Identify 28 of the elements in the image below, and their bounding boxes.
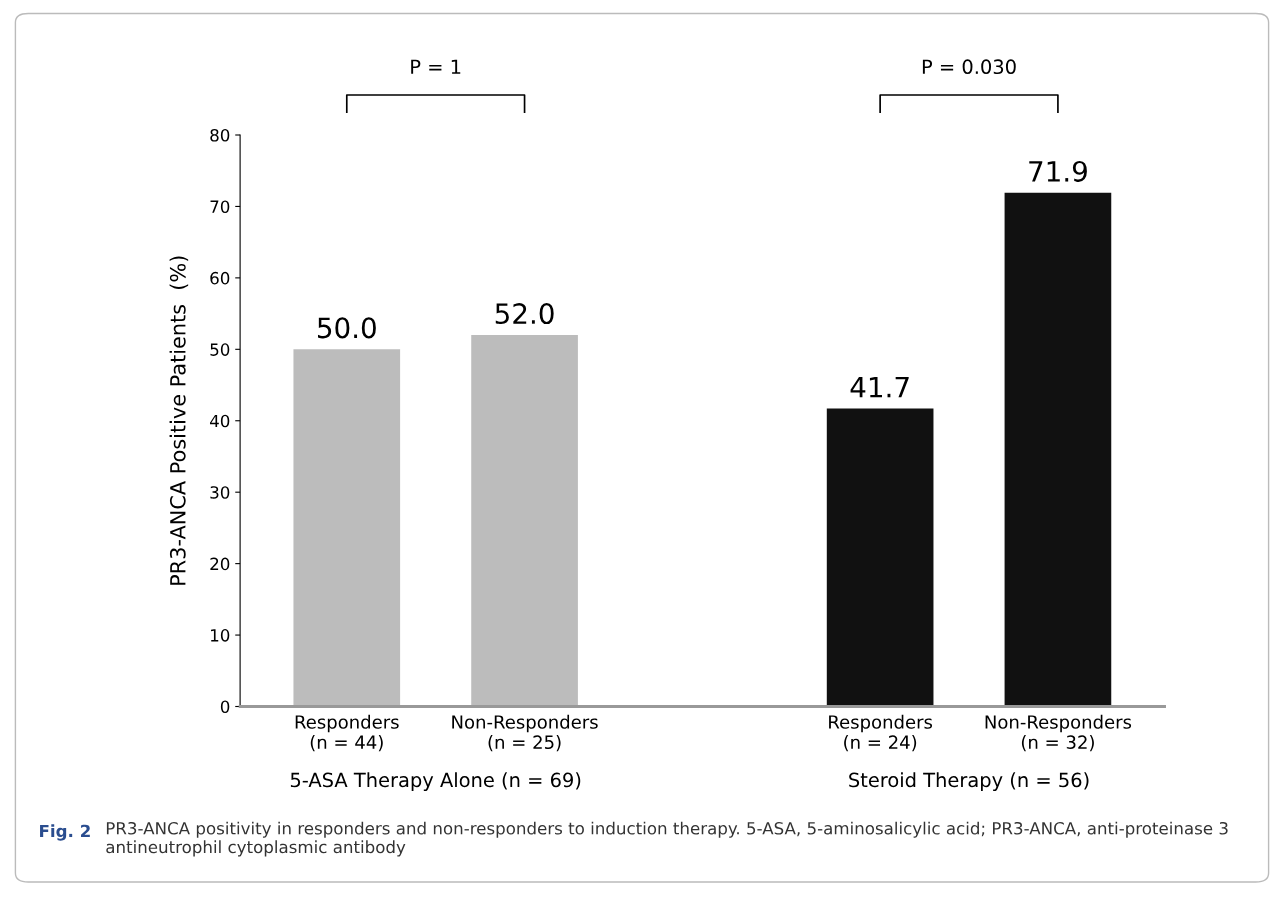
y-tick-label: 40 xyxy=(209,414,230,428)
y-axis-title: PR3-ANCA Positive Patients (%) xyxy=(169,256,189,585)
bar xyxy=(293,349,401,707)
text: P = 1 xyxy=(411,59,461,74)
data-label: 71.9 xyxy=(1029,160,1087,182)
caption: Fig. 2 xyxy=(40,824,90,841)
y-tick-label: 50 xyxy=(210,343,230,356)
y-tick-label: 60 xyxy=(210,271,230,285)
y-tick-label: 30 xyxy=(210,486,230,499)
y-tick-label: 70 xyxy=(210,200,230,214)
x-tick-label: Responders (n = 24) xyxy=(829,714,933,752)
data-label: 41.7 xyxy=(850,377,909,398)
x-tick-label: Non-Responders (n = 25) xyxy=(452,714,598,752)
text: 5-ASA Therapy Alone (n = 69) xyxy=(290,772,581,792)
text: P = 0.030 xyxy=(922,59,1016,75)
x-tick-label: Non-Responders (n = 32) xyxy=(985,714,1132,752)
y-tick-label: 20 xyxy=(210,557,230,571)
bar xyxy=(826,408,934,707)
text: Steroid Therapy (n = 56) xyxy=(849,772,1089,792)
y-tick-label: 10 xyxy=(211,629,230,642)
bar xyxy=(471,335,578,707)
data-label: 52.0 xyxy=(495,303,554,325)
y-tick-label: 0 xyxy=(220,700,230,714)
text: PR3-ANCA positivity in responders and non-responders to induction therapy. 5-ASA, 5-aminosalicylic acid; PR3-ANCA, anti-proteinase 3 antineutrophil cytoplasmic antibody xyxy=(106,821,1228,857)
data-label: 50.0 xyxy=(318,317,376,339)
y-tick-label: 80 xyxy=(210,128,230,142)
x-tick-label: Responders (n = 44) xyxy=(295,714,399,752)
bar xyxy=(1004,192,1112,707)
